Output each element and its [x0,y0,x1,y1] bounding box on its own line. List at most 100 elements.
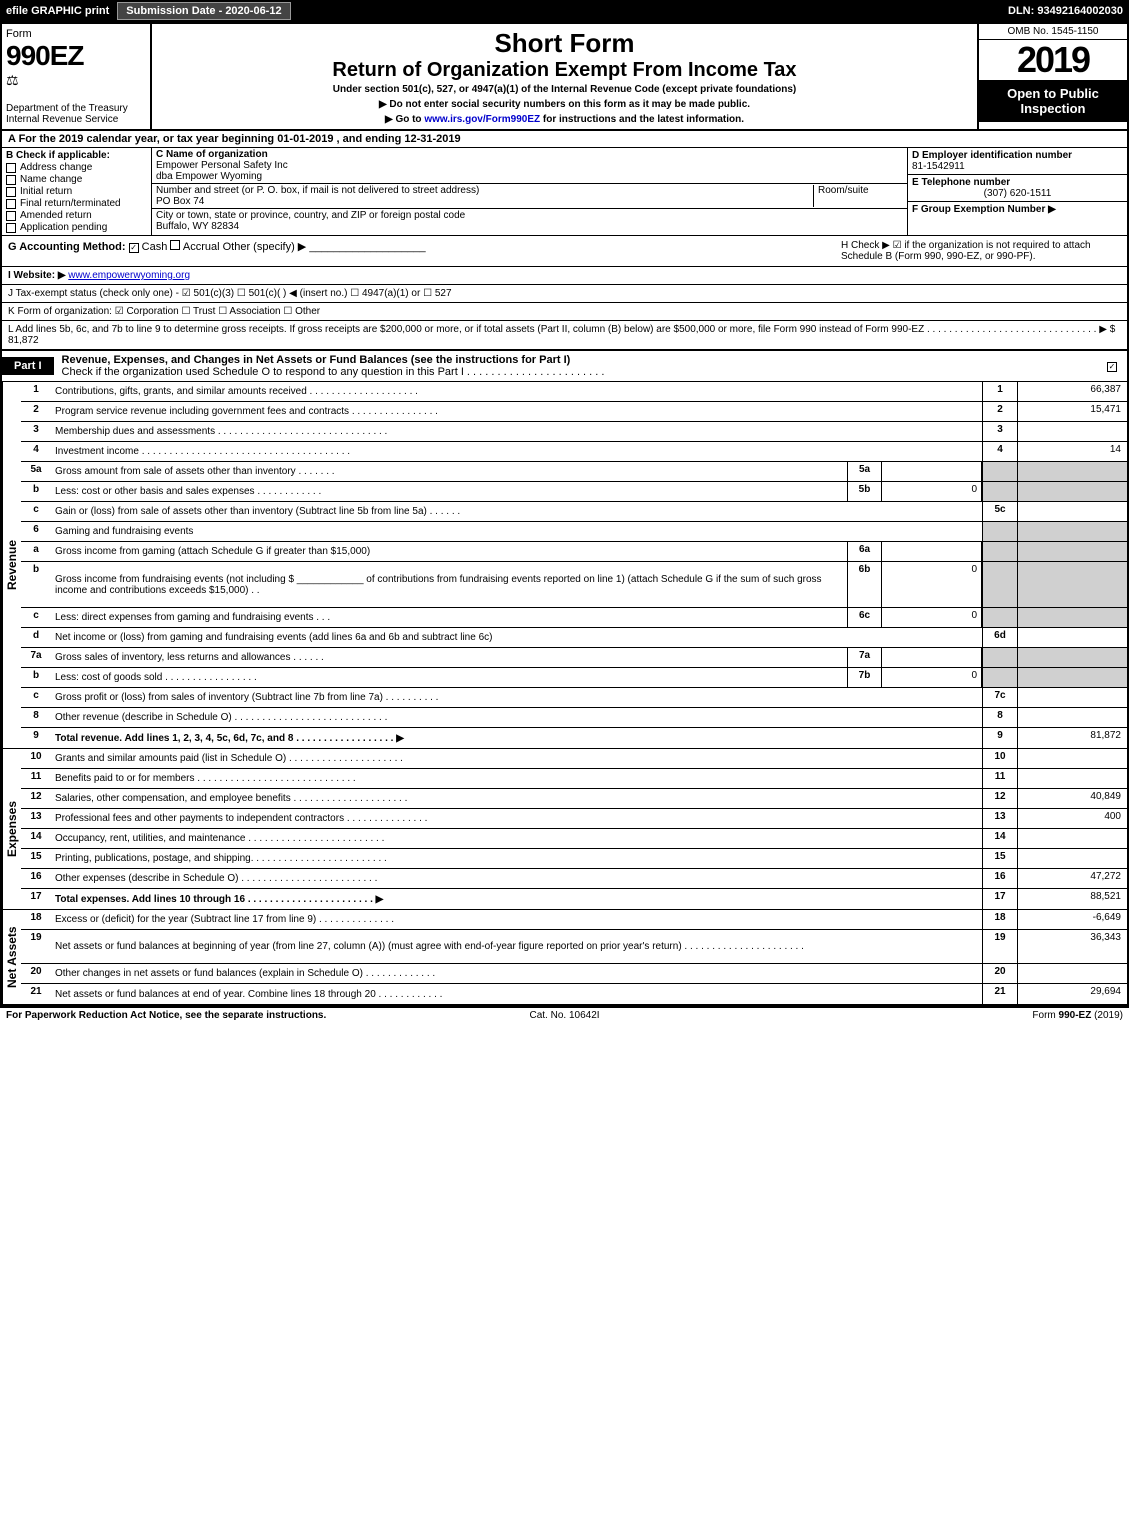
line-17: 17Total expenses. Add lines 10 through 1… [21,889,1127,909]
checkbox-initial[interactable] [6,187,16,197]
row-i: I Website: ▶ www.empowerwyoming.org [2,267,1127,285]
row-j: J Tax-exempt status (check only one) - ☑… [2,285,1127,303]
checkbox-final[interactable] [6,199,16,209]
line-8: 8Other revenue (describe in Schedule O) … [21,708,1127,728]
row-a-tax-year: A For the 2019 calendar year, or tax yea… [2,131,1127,148]
line-5a: 5aGross amount from sale of assets other… [21,462,1127,482]
line-6: 6Gaming and fundraising events [21,522,1127,542]
part1-title: Revenue, Expenses, and Changes in Net As… [54,351,1097,381]
line-7b: bLess: cost of goods sold . . . . . . . … [21,668,1127,688]
checkbox-addr-change[interactable] [6,163,16,173]
c-name-label: C Name of organization [156,149,903,160]
line-6a: aGross income from gaming (attach Schedu… [21,542,1127,562]
line-10: 10Grants and similar amounts paid (list … [21,749,1127,769]
checkbox-accrual[interactable] [170,240,180,250]
city-label: City or town, state or province, country… [156,210,903,221]
org-name-1: Empower Personal Safety Inc [156,160,903,171]
form-number: 990EZ [6,40,146,72]
no-ssn-notice: ▶ Do not enter social security numbers o… [160,99,969,110]
ein-value: 81-1542911 [912,161,1123,172]
line-15: 15Printing, publications, postage, and s… [21,849,1127,869]
page-footer: For Paperwork Reduction Act Notice, see … [0,1008,1129,1023]
f-label: F Group Exemption Number ▶ [912,204,1123,215]
net-assets-label: Net Assets [2,910,21,1004]
line-4: 4Investment income . . . . . . . . . . .… [21,442,1127,462]
part1-label: Part I [2,357,54,375]
street-label: Number and street (or P. O. box, if mail… [156,185,813,196]
checkbox-cash[interactable]: ✓ [129,243,139,253]
line-14: 14Occupancy, rent, utilities, and mainte… [21,829,1127,849]
line-3: 3Membership dues and assessments . . . .… [21,422,1127,442]
tax-year: 2019 [979,40,1127,80]
line-18: 18Excess or (deficit) for the year (Subt… [21,910,1127,930]
line-13: 13Professional fees and other payments t… [21,809,1127,829]
section-h: H Check ▶ ☑ if the organization is not r… [841,240,1121,262]
footer-catno: Cat. No. 10642I [529,1010,599,1021]
title-column: Short Form Return of Organization Exempt… [152,24,977,129]
line-19: 19Net assets or fund balances at beginni… [21,930,1127,964]
line-6b: bGross income from fundraising events (n… [21,562,1127,608]
form-container: Form 990EZ ⚖ Department of the Treasury … [0,22,1129,1008]
checkbox-app-pending[interactable] [6,223,16,233]
e-label: E Telephone number [912,177,1123,188]
line-2: 2Program service revenue including gover… [21,402,1127,422]
net-assets-section: Net Assets 18Excess or (deficit) for the… [2,910,1127,1006]
submission-date: Submission Date - 2020-06-12 [117,2,290,20]
checkbox-name-change[interactable] [6,175,16,185]
return-title: Return of Organization Exempt From Incom… [160,59,969,82]
irs-link[interactable]: www.irs.gov/Form990EZ [424,114,540,125]
line-21: 21Net assets or fund balances at end of … [21,984,1127,1004]
form-id-column: Form 990EZ ⚖ Department of the Treasury … [2,24,152,129]
form-header: Form 990EZ ⚖ Department of the Treasury … [2,24,1127,131]
treasury-seal-icon: ⚖ [6,72,146,89]
top-bar: efile GRAPHIC print Submission Date - 20… [0,0,1129,22]
efile-label[interactable]: efile GRAPHIC print [6,5,109,17]
under-section: Under section 501(c), 527, or 4947(a)(1)… [160,84,969,95]
form-word: Form [6,28,146,40]
revenue-label: Revenue [2,382,21,748]
part1-sched-o-checkbox[interactable]: ✓ [1107,362,1117,372]
line-1: 1Contributions, gifts, grants, and simil… [21,382,1127,402]
line-11: 11Benefits paid to or for members . . . … [21,769,1127,789]
line-5c: cGain or (loss) from sale of assets othe… [21,502,1127,522]
revenue-section: Revenue 1Contributions, gifts, grants, a… [2,382,1127,749]
street-value: PO Box 74 [156,196,813,207]
row-k: K Form of organization: ☑ Corporation ☐ … [2,303,1127,321]
short-form-title: Short Form [160,28,969,59]
footer-form-ref: Form 990-EZ (2019) [600,1010,1123,1021]
expenses-label: Expenses [2,749,21,909]
line-7c: cGross profit or (loss) from sales of in… [21,688,1127,708]
line-20: 20Other changes in net assets or fund ba… [21,964,1127,984]
org-name-2: dba Empower Wyoming [156,171,903,182]
line-9: 9Total revenue. Add lines 1, 2, 3, 4, 5c… [21,728,1127,748]
line-7a: 7aGross sales of inventory, less returns… [21,648,1127,668]
row-gh: G Accounting Method: ✓ Cash Accrual Othe… [2,236,1127,267]
expenses-section: Expenses 10Grants and similar amounts pa… [2,749,1127,910]
line-16: 16Other expenses (describe in Schedule O… [21,869,1127,889]
checkbox-amended[interactable] [6,211,16,221]
year-column: OMB No. 1545-1150 2019 Open to Public In… [977,24,1127,129]
dln: DLN: 93492164002030 [1008,5,1123,17]
d-label: D Employer identification number [912,150,1123,161]
b-label: B Check if applicable: [6,150,147,161]
room-label: Room/suite [813,185,903,207]
section-g: G Accounting Method: ✓ Cash Accrual Othe… [8,240,821,262]
footer-paperwork: For Paperwork Reduction Act Notice, see … [6,1010,529,1021]
goto-notice: ▶ Go to www.irs.gov/Form990EZ for instru… [160,114,969,125]
section-b: B Check if applicable: Address change Na… [2,148,152,235]
line-5b: bLess: cost or other basis and sales exp… [21,482,1127,502]
website-link[interactable]: www.empowerwyoming.org [68,270,190,281]
dept-treasury: Department of the Treasury Internal Reve… [6,103,128,125]
section-def: D Employer identification number 81-1542… [907,148,1127,235]
line-6d: dNet income or (loss) from gaming and fu… [21,628,1127,648]
section-bcdef: B Check if applicable: Address change Na… [2,148,1127,236]
phone-value: (307) 620-1511 [912,188,1123,199]
line-12: 12Salaries, other compensation, and empl… [21,789,1127,809]
omb-number: OMB No. 1545-1150 [979,24,1127,40]
section-c: C Name of organization Empower Personal … [152,148,907,235]
open-to-public: Open to Public Inspection [979,80,1127,122]
row-l: L Add lines 5b, 6c, and 7b to line 9 to … [2,321,1127,351]
part1-header: Part I Revenue, Expenses, and Changes in… [2,351,1127,382]
city-value: Buffalo, WY 82834 [156,221,903,232]
line-6c: cLess: direct expenses from gaming and f… [21,608,1127,628]
